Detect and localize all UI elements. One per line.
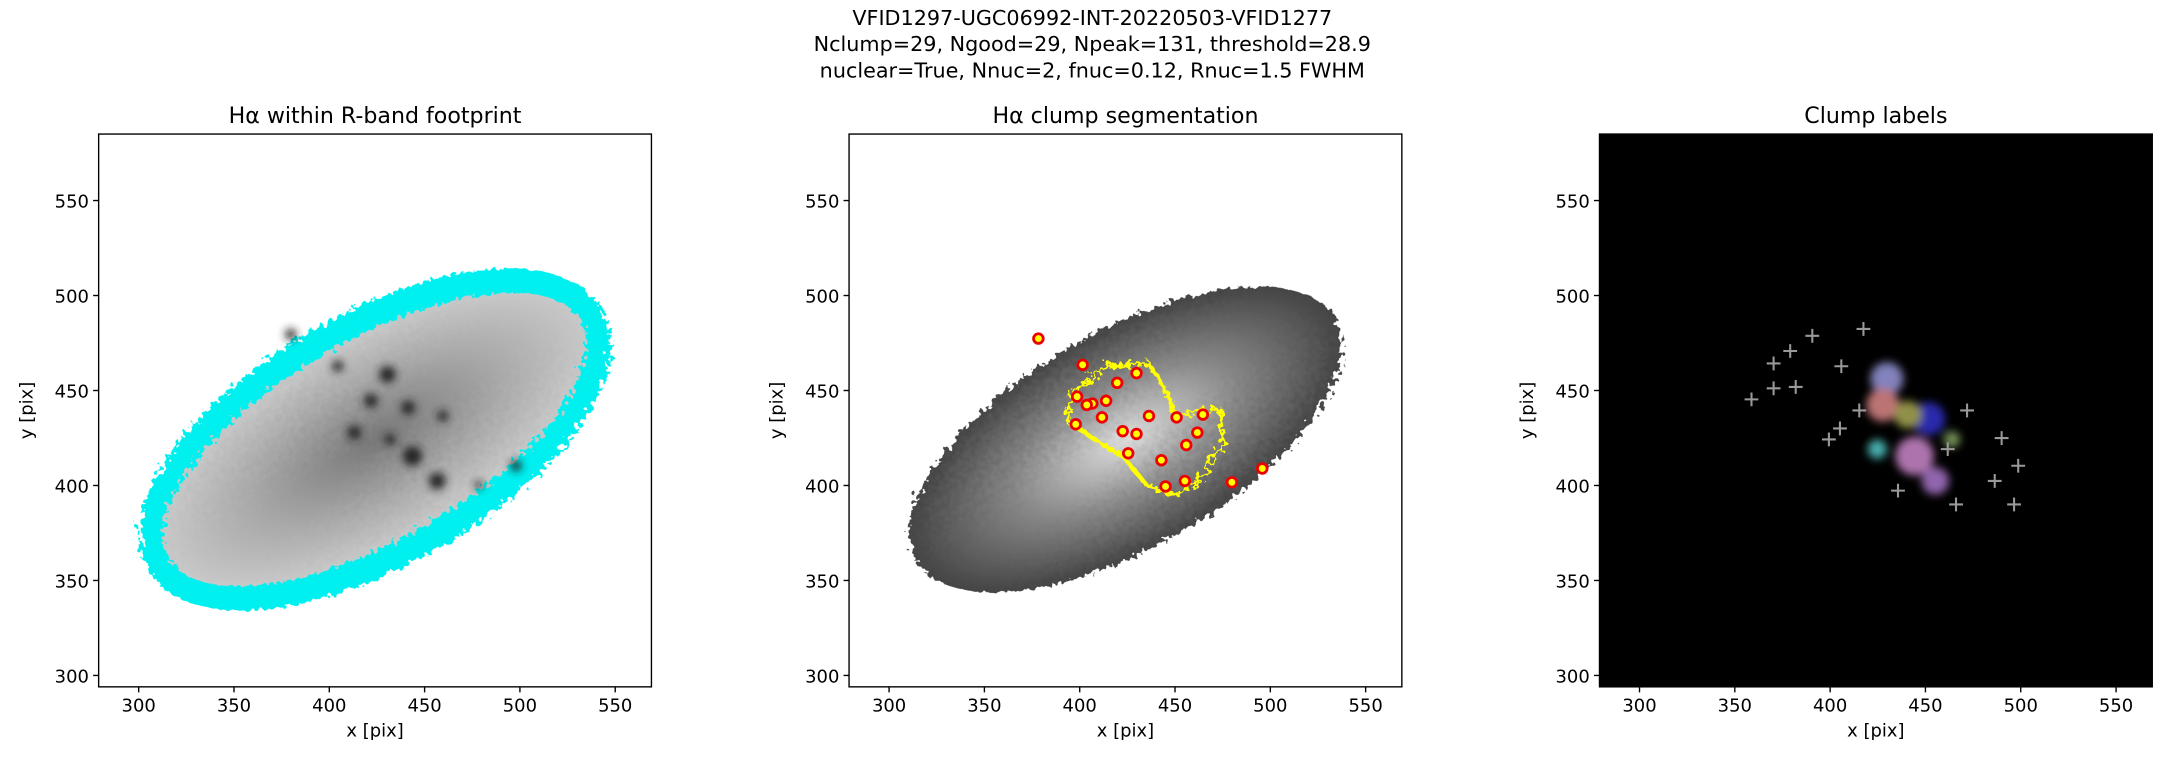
x-tick-label: 350 bbox=[967, 696, 1001, 717]
x-tick-label: 450 bbox=[1908, 696, 1942, 717]
x-tick-label: 550 bbox=[1348, 696, 1382, 717]
y-tick-label: 500 bbox=[55, 286, 89, 307]
y-axis-label: y [pix] bbox=[767, 382, 788, 439]
y-axis-label: y [pix] bbox=[16, 382, 37, 439]
axes-frame bbox=[848, 133, 1403, 688]
y-tick-label: 450 bbox=[805, 381, 839, 402]
y-tick-label: 300 bbox=[1556, 666, 1590, 687]
y-tick-label: 350 bbox=[805, 571, 839, 592]
x-tick-label: 300 bbox=[1622, 696, 1656, 717]
figure-title: Nclump=29, Ngood=29, Npeak=131, threshol… bbox=[814, 32, 1371, 56]
x-tick-label: 500 bbox=[2004, 696, 2038, 717]
x-axis-label: x [pix] bbox=[1847, 721, 1904, 742]
x-tick-label: 300 bbox=[872, 696, 906, 717]
axes-title: Hα within R-band footprint bbox=[229, 103, 522, 129]
x-tick-label: 400 bbox=[312, 696, 346, 717]
x-tick-label: 400 bbox=[1063, 696, 1097, 717]
y-tick-label: 450 bbox=[55, 381, 89, 402]
axes-frame bbox=[97, 133, 653, 688]
y-tick-label: 400 bbox=[1556, 476, 1590, 497]
y-tick-label: 450 bbox=[1556, 381, 1590, 402]
image-panel-3 bbox=[1599, 134, 2153, 687]
y-tick-label: 400 bbox=[805, 476, 839, 497]
x-tick-label: 400 bbox=[1813, 696, 1847, 717]
x-tick-label: 300 bbox=[122, 696, 156, 717]
y-tick-label: 550 bbox=[55, 191, 89, 212]
image-panel-1 bbox=[139, 268, 611, 611]
y-tick-label: 300 bbox=[55, 666, 89, 687]
axes-frame bbox=[1598, 133, 2153, 688]
y-axis-label: y [pix] bbox=[1517, 382, 1538, 439]
figure-title: VFID1297-UGC06992-INT-20220503-VFID1277 bbox=[852, 6, 1332, 30]
x-tick-label: 350 bbox=[1718, 696, 1752, 717]
y-tick-label: 350 bbox=[55, 571, 89, 592]
x-tick-label: 500 bbox=[503, 696, 537, 717]
x-tick-label: 500 bbox=[1253, 696, 1287, 717]
x-tick-label: 450 bbox=[407, 696, 441, 717]
y-tick-label: 350 bbox=[1556, 571, 1590, 592]
y-tick-label: 400 bbox=[55, 476, 89, 497]
x-tick-label: 350 bbox=[217, 696, 251, 717]
y-tick-label: 300 bbox=[805, 666, 839, 687]
x-tick-label: 550 bbox=[598, 696, 632, 717]
y-tick-label: 550 bbox=[1556, 191, 1590, 212]
axes-title: Clump labels bbox=[1804, 103, 1947, 129]
axes-title: Hα clump segmentation bbox=[992, 103, 1258, 129]
y-tick-label: 550 bbox=[805, 191, 839, 212]
y-tick-label: 500 bbox=[805, 286, 839, 307]
x-tick-label: 450 bbox=[1158, 696, 1192, 717]
y-tick-label: 500 bbox=[1556, 286, 1590, 307]
image-panel-2 bbox=[909, 286, 1342, 593]
x-axis-label: x [pix] bbox=[1097, 721, 1154, 742]
figure-title: nuclear=True, Nnuc=2, fnuc=0.12, Rnuc=1.… bbox=[820, 58, 1365, 82]
x-axis-label: x [pix] bbox=[346, 721, 403, 742]
x-tick-label: 550 bbox=[2099, 696, 2133, 717]
